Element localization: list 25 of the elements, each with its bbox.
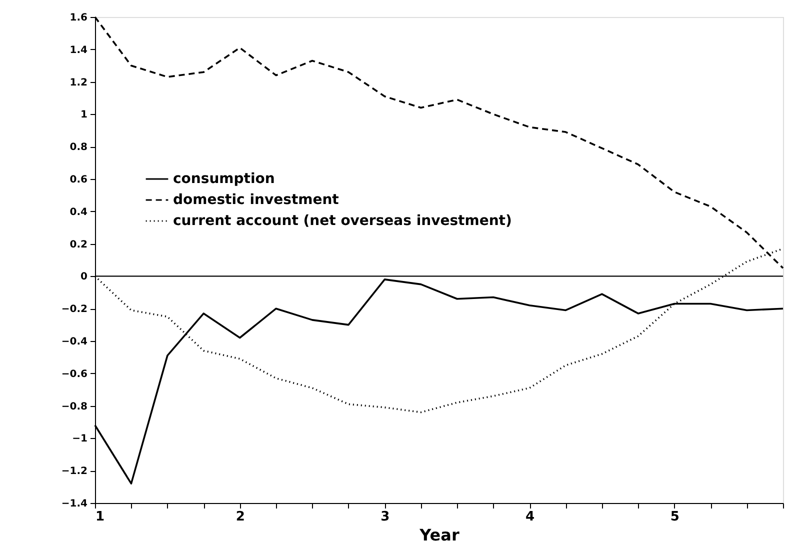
x-tick-label: 5 (670, 510, 680, 524)
y-tick-label: 1.4 (70, 44, 88, 56)
y-tick-label: −0.4 (61, 336, 88, 348)
y-tick-label: −0.2 (61, 304, 88, 316)
x-tick-label: 2 (236, 510, 245, 524)
y-tick-label: −0.6 (61, 368, 88, 380)
y-tick-label: −1 (72, 434, 88, 445)
y-tick-label: −0.8 (61, 401, 88, 412)
legend-label: current account (net overseas investment) (173, 213, 512, 229)
x-tick-label: 4 (526, 510, 535, 524)
y-tick-label: 0.4 (70, 206, 88, 218)
y-tick-label: −1.2 (61, 466, 88, 478)
x-tick-label: 3 (380, 510, 390, 524)
legend-label: consumption (173, 171, 275, 187)
y-tick-label: 0.2 (70, 239, 88, 250)
y-tick-label: 0 (80, 272, 88, 283)
y-tick-label: 0.6 (70, 174, 88, 186)
x-axis-title: Year (418, 526, 460, 544)
y-tick-label: 1.6 (70, 12, 88, 24)
legend-label: domestic investment (173, 192, 340, 208)
y-tick-label: 1.2 (70, 77, 88, 88)
y-tick-label: 0.8 (70, 142, 88, 154)
x-tick-label: 1 (96, 510, 105, 524)
y-tick-label: −1.4 (61, 498, 88, 510)
y-tick-label: 1 (80, 110, 88, 121)
